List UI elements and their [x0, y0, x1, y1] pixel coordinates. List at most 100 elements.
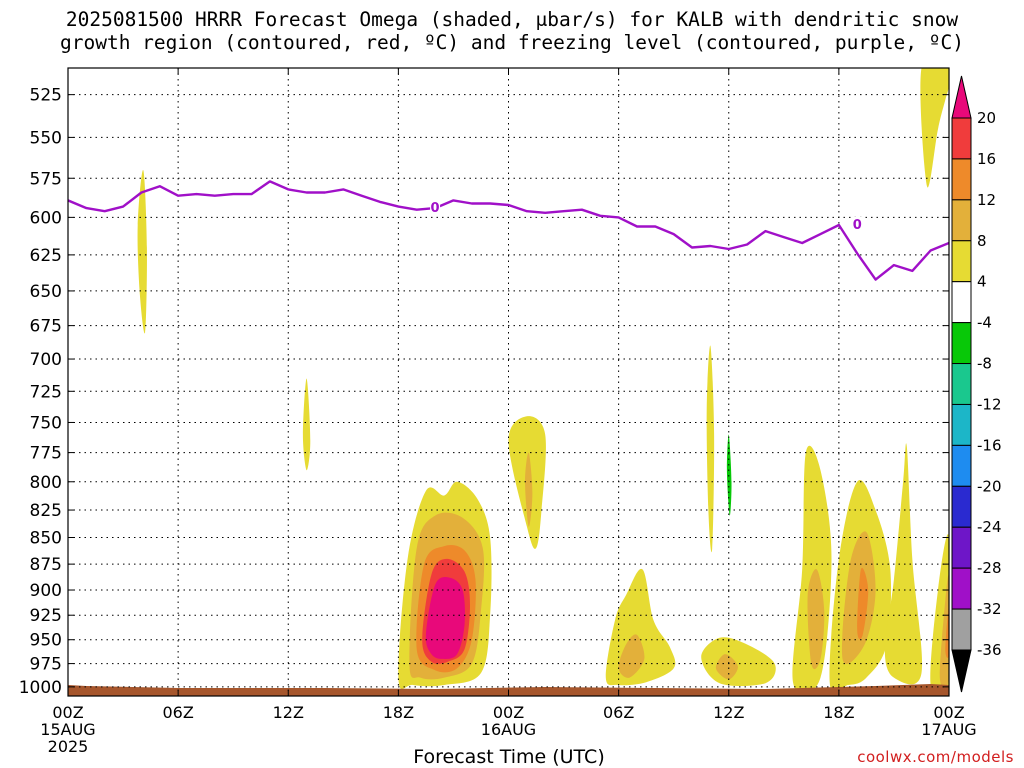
omega-region [425, 577, 465, 659]
freezing-level-line [68, 180, 949, 281]
omega-region [618, 634, 645, 678]
y-tick-label: 800 [30, 473, 62, 493]
omega-region [706, 345, 715, 553]
colorbar-label: 8 [977, 232, 987, 250]
colorbar-swatch [951, 363, 972, 405]
omega-region [701, 637, 776, 687]
y-tick-label: 700 [30, 350, 62, 370]
colorbar-swatch [951, 485, 972, 528]
colorbar-swatch [951, 322, 972, 365]
colorbar-label: -32 [977, 600, 1002, 618]
omega-region [580, 415, 585, 505]
y-tick-label: 625 [30, 246, 62, 266]
y-tick-label: 975 [30, 655, 62, 675]
omega-region [78, 563, 131, 688]
y-axis: 525 550 575 600 625 650 675 700 725 750 775 800 825 8… [19, 86, 949, 698]
colorbar-swatch [951, 199, 972, 242]
colorbar-swatch [951, 240, 972, 283]
y-tick-label: 675 [30, 317, 62, 337]
x-axis: 00Z 06Z 12Z 18Z 00Z 06Z 12Z 18Z 00Z15AUG202516AU… [40, 68, 977, 756]
x-tick-label: 00Z [493, 703, 524, 722]
omega-shading [68, 68, 949, 696]
colorbar: 20 16 12 8 4 -4 -8 -12 -16 -20 -24 -28 -32 -36 [951, 75, 1002, 693]
omega-region [715, 654, 738, 680]
y-tick-label: 600 [30, 208, 62, 228]
y-tick-label: 900 [30, 581, 62, 601]
y-tick-label: 550 [30, 128, 62, 148]
x-tick-label: 18Z [383, 703, 414, 722]
freezing-level-label-bg [430, 200, 441, 215]
y-tick-label: 525 [30, 86, 62, 106]
x-tick-label: 12Z [713, 703, 744, 722]
omega-region [945, 605, 949, 658]
colorbar-label: 20 [977, 109, 996, 127]
y-tick-label: 575 [30, 169, 62, 189]
colorbar-label: -16 [977, 436, 1002, 454]
x-date-label: 2025 [48, 737, 89, 756]
colorbar-swatch [951, 158, 972, 201]
x-tick-label: 00Z [933, 703, 964, 722]
x-date-label: 16AUG [481, 720, 536, 739]
omega-region [233, 654, 289, 687]
omega-region [857, 567, 869, 640]
y-tick-label: 850 [30, 528, 62, 548]
freezing-level-label-bg [852, 216, 863, 231]
x-tick-label: 06Z [603, 703, 634, 722]
x-tick-label: 12Z [273, 703, 304, 722]
y-tick-label: 775 [30, 444, 62, 464]
colorbar-label: -12 [977, 395, 1002, 413]
x-tick-label: 18Z [823, 703, 854, 722]
omega-region [178, 658, 204, 685]
x-tick-label: 00Z [52, 703, 83, 722]
y-tick-label: 875 [30, 555, 62, 575]
y-tick-label: 825 [30, 501, 62, 521]
colorbar-label: -4 [977, 314, 992, 332]
colorbar-top-triangle [951, 75, 972, 119]
colorbar-label: -28 [977, 559, 1002, 577]
omega-region [137, 169, 147, 334]
x-date-label: 15AUG [40, 720, 95, 739]
omega-region [579, 600, 585, 664]
omega-region [920, 68, 949, 188]
freezing-level-label: 0 [853, 218, 862, 233]
credit-label: coolwx.com/models [857, 748, 1014, 766]
colorbar-label: 12 [977, 191, 996, 209]
y-tick-label: 1000 [19, 678, 62, 698]
freezing-level-contour: 00 [68, 180, 949, 281]
y-tick-label: 725 [30, 382, 62, 402]
omega-region [525, 452, 533, 527]
colorbar-swatch [951, 281, 972, 324]
colorbar-label: -8 [977, 355, 992, 373]
freezing-level-label: 0 [431, 201, 440, 216]
colorbar-swatch [951, 567, 972, 610]
y-tick-label: 950 [30, 631, 62, 651]
y-tick-label: 750 [30, 413, 62, 433]
colorbar-label: -24 [977, 518, 1002, 536]
omega-region [605, 568, 676, 686]
colorbar-label: 16 [977, 150, 996, 168]
colorbar-swatch [951, 526, 972, 569]
y-tick-label: 650 [30, 282, 62, 302]
omega-region [543, 620, 548, 664]
colorbar-swatch [951, 117, 972, 160]
x-date-label: 17AUG [921, 720, 976, 739]
x-tick-label: 06Z [162, 703, 193, 722]
colorbar-bottom-triangle [951, 649, 972, 693]
grid-lines [68, 68, 949, 696]
colorbar-swatch [951, 608, 972, 651]
colorbar-swatch [951, 444, 972, 487]
colorbar-swatch [951, 403, 972, 446]
y-tick-label: 925 [30, 606, 62, 626]
omega-region [117, 325, 124, 392]
omega-region [669, 531, 693, 634]
omega-region [302, 378, 311, 471]
chart-title: 2025081500 HRRR Forecast Omega (shaded, … [60, 8, 964, 54]
omega-region [906, 254, 913, 333]
x-axis-label: Forecast Time (UTC) [413, 746, 604, 768]
omega-region [807, 569, 825, 670]
omega-region [939, 575, 949, 689]
colorbar-label: -20 [977, 477, 1002, 495]
omega-region [884, 443, 923, 685]
colorbar-label: -36 [977, 641, 1002, 659]
